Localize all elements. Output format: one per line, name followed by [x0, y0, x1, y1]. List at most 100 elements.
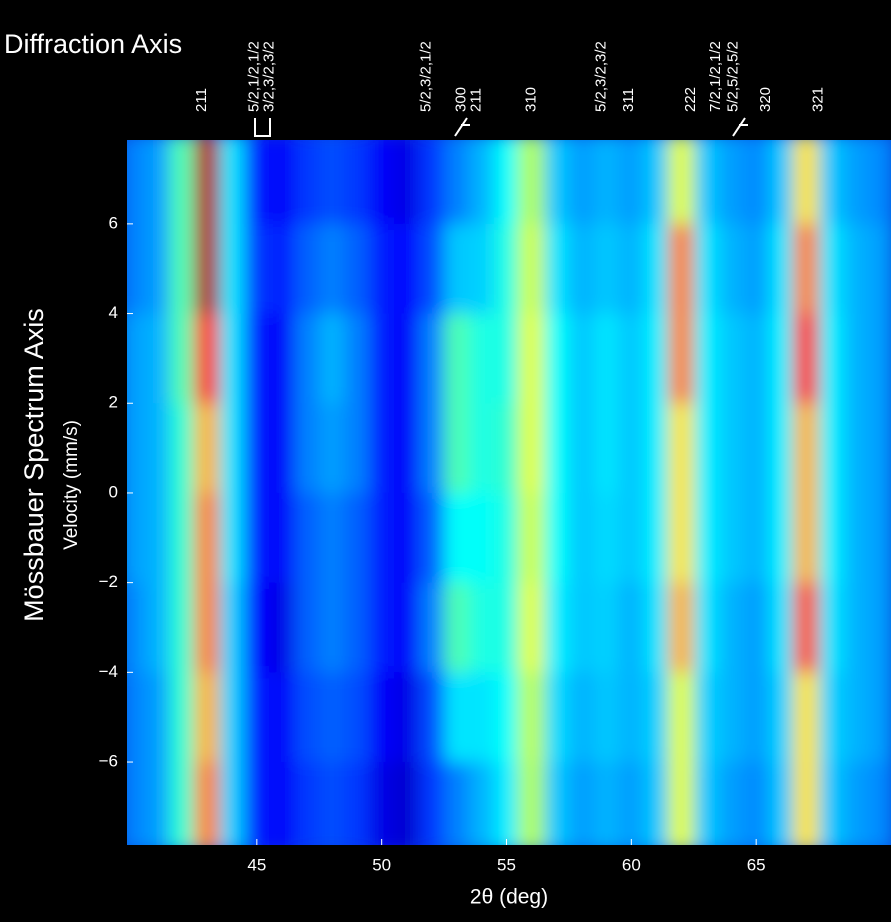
reflection-label: 3/2,3/2,3/2: [260, 41, 277, 112]
heat-cell: [618, 672, 645, 763]
reflection-brackets: [254, 117, 748, 137]
heat-cell: [618, 403, 645, 494]
heat-cell: [868, 762, 891, 845]
reflection-label: 211: [468, 88, 485, 112]
heat-cell: [768, 140, 795, 225]
heat-cell: [668, 762, 695, 845]
heat-cell: [693, 223, 720, 315]
heat-cell: [643, 492, 670, 584]
heat-cell: [294, 492, 320, 584]
heat-cell: [444, 582, 470, 673]
heat-cell: [743, 762, 770, 845]
heat-cell: [868, 313, 891, 404]
heat-cell: [793, 582, 820, 673]
heat-cell: [718, 582, 745, 673]
heat-cell: [127, 672, 145, 763]
heat-cell: [793, 140, 820, 225]
heat-cell: [568, 140, 595, 225]
heat-cell: [144, 140, 170, 225]
reflection-label: 320: [757, 87, 774, 112]
heat-cell: [127, 403, 145, 494]
heat-cell: [369, 313, 395, 404]
heat-cell: [593, 582, 620, 673]
heat-cell: [319, 313, 345, 404]
heat-cell: [369, 223, 395, 315]
heat-cell: [518, 223, 545, 315]
heat-cell: [593, 140, 620, 225]
heat-cell: [693, 672, 720, 763]
heat-cell: [494, 223, 520, 315]
heat-cell: [269, 672, 295, 763]
heat-cell: [843, 403, 870, 494]
heat-cell: [469, 313, 495, 404]
heat-cell: [643, 140, 670, 225]
heat-cell: [169, 582, 195, 673]
heat-cell: [568, 403, 595, 494]
heat-cell: [419, 762, 445, 845]
heat-cell: [793, 762, 820, 845]
heat-cell: [543, 140, 570, 225]
heat-cell: [693, 582, 720, 673]
heat-cell: [618, 140, 645, 225]
heat-cell: [144, 223, 170, 315]
heat-cell: [469, 140, 495, 225]
heat-cell: [219, 672, 245, 763]
heat-cell: [768, 313, 795, 404]
heat-cell: [743, 313, 770, 404]
heat-cell: [244, 403, 270, 494]
heat-cell: [768, 672, 795, 763]
heat-cell: [743, 672, 770, 763]
heat-cell: [643, 582, 670, 673]
heat-cell: [244, 582, 270, 673]
heat-cell: [843, 140, 870, 225]
heat-cell: [668, 403, 695, 494]
heat-cell: [127, 762, 145, 845]
heat-cell: [718, 762, 745, 845]
heat-cell: [169, 313, 195, 404]
heat-cell: [244, 223, 270, 315]
heat-cell: [518, 582, 545, 673]
heat-cell: [494, 672, 520, 763]
heat-cell: [194, 672, 220, 763]
heat-cell: [269, 492, 295, 584]
reflection-label: 311: [620, 88, 637, 112]
heat-cell: [593, 762, 620, 845]
reflection-label: 5/2,1/2,1/2: [245, 41, 262, 112]
y-tick-label: 2: [109, 393, 118, 412]
heat-cell: [768, 223, 795, 315]
heat-cell: [344, 672, 370, 763]
heat-cell: [294, 140, 320, 225]
heat-cell: [194, 140, 220, 225]
heat-cell: [668, 313, 695, 404]
heat-cell: [469, 223, 495, 315]
heat-cell: [568, 582, 595, 673]
heat-cell: [419, 313, 445, 404]
heat-cell: [743, 492, 770, 584]
heat-cell: [394, 313, 420, 404]
y-axis-label: Velocity (mm/s): [61, 420, 82, 550]
heat-cell: [818, 223, 845, 315]
heat-cell: [369, 492, 395, 584]
heat-cell: [169, 403, 195, 494]
heat-cell: [394, 672, 420, 763]
heat-cell: [768, 762, 795, 845]
heat-cell: [419, 223, 445, 315]
reflection-label: 7/2,1/2,1/2: [707, 41, 724, 112]
heat-cell: [169, 140, 195, 225]
heat-cell: [793, 672, 820, 763]
heat-cell: [294, 403, 320, 494]
heat-cell: [444, 223, 470, 315]
reflection-label: 211: [193, 88, 210, 112]
heat-cell: [868, 672, 891, 763]
heat-cell: [618, 762, 645, 845]
heat-cell: [843, 582, 870, 673]
x-tick-label: 60: [622, 855, 641, 874]
heat-cell: [843, 672, 870, 763]
heat-cell: [718, 223, 745, 315]
heat-cell: [244, 762, 270, 845]
heat-cell: [868, 223, 891, 315]
heat-cell: [127, 140, 145, 225]
heat-cell: [144, 492, 170, 584]
heat-cell: [543, 403, 570, 494]
heat-cell: [369, 672, 395, 763]
